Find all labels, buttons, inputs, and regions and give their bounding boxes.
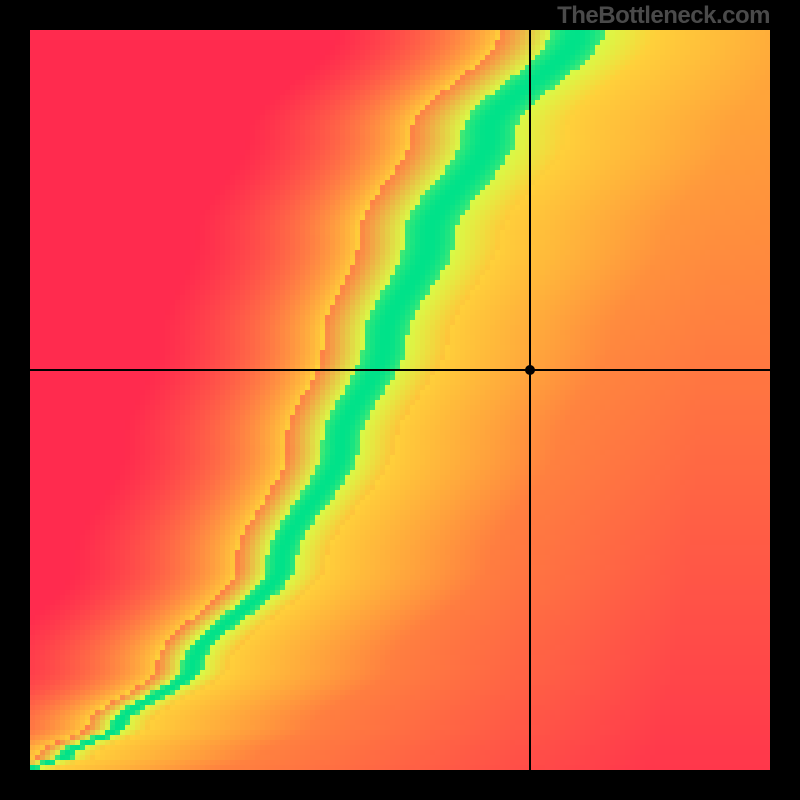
crosshair-vertical xyxy=(529,30,531,770)
crosshair-marker xyxy=(525,365,535,375)
bottleneck-heatmap xyxy=(30,30,770,770)
crosshair-horizontal xyxy=(30,369,770,371)
attribution-text: TheBottleneck.com xyxy=(557,2,770,30)
